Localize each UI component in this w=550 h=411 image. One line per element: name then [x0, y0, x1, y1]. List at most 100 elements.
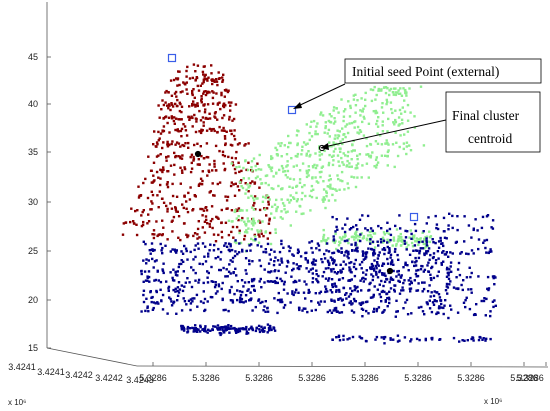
- data-point: [297, 265, 301, 268]
- data-point: [345, 123, 349, 126]
- data-point: [179, 129, 183, 133]
- x-tick-label: 5.3286: [245, 373, 273, 383]
- data-point: [394, 87, 397, 90]
- data-point: [183, 167, 187, 171]
- data-point: [310, 135, 314, 138]
- data-point: [151, 248, 154, 251]
- data-point: [223, 331, 226, 334]
- data-point: [333, 117, 336, 120]
- data-point: [364, 277, 367, 281]
- data-point: [289, 141, 292, 145]
- data-point: [166, 181, 169, 184]
- x-tick-label: 5.3286: [298, 373, 326, 383]
- data-point: [140, 272, 143, 276]
- data-point: [289, 224, 292, 227]
- data-point: [416, 249, 419, 252]
- data-point: [367, 247, 370, 250]
- data-point: [204, 260, 208, 263]
- data-point: [215, 169, 218, 172]
- data-point: [377, 116, 380, 119]
- data-point: [352, 297, 356, 301]
- data-point: [344, 223, 347, 226]
- data-point: [192, 103, 195, 106]
- data-point: [142, 300, 146, 304]
- data-point: [409, 276, 412, 280]
- data-point: [294, 154, 297, 158]
- data-point: [246, 217, 249, 220]
- data-point: [245, 325, 248, 329]
- data-point: [372, 254, 375, 257]
- data-point: [393, 290, 396, 293]
- data-point: [354, 243, 357, 247]
- data-point: [405, 298, 409, 302]
- data-point: [242, 166, 245, 170]
- data-point: [397, 124, 400, 127]
- data-point: [470, 271, 473, 275]
- data-point: [487, 288, 490, 292]
- data-point: [275, 198, 278, 202]
- data-point: [143, 270, 147, 273]
- data-point: [435, 223, 439, 226]
- data-point: [342, 303, 346, 307]
- data-point: [267, 200, 270, 203]
- data-point: [282, 306, 286, 309]
- data-point: [392, 263, 395, 266]
- data-point: [201, 262, 204, 266]
- data-point: [361, 214, 364, 217]
- data-point: [288, 201, 291, 204]
- data-point: [209, 329, 212, 332]
- data-point: [301, 145, 304, 148]
- data-point: [375, 309, 378, 313]
- data-point: [402, 242, 405, 245]
- data-point: [216, 290, 219, 293]
- data-point: [159, 242, 162, 246]
- data-point: [339, 297, 342, 300]
- data-point: [252, 224, 255, 227]
- data-point: [320, 153, 324, 156]
- data-point: [345, 297, 348, 300]
- data-point: [455, 287, 458, 290]
- data-point: [251, 169, 254, 172]
- data-point: [146, 222, 149, 225]
- data-point: [179, 118, 182, 121]
- data-point: [202, 73, 205, 76]
- data-point: [213, 285, 217, 289]
- data-point: [330, 278, 334, 281]
- data-point: [394, 315, 397, 318]
- data-point: [211, 90, 214, 93]
- data-point: [351, 335, 355, 339]
- data-point: [199, 145, 202, 148]
- data-point: [256, 244, 259, 247]
- data-point: [229, 245, 232, 248]
- seed-annotation-arrowhead: [293, 102, 302, 109]
- data-point: [387, 149, 390, 152]
- data-point: [230, 156, 234, 160]
- data-point: [445, 282, 449, 286]
- data-point: [229, 184, 233, 188]
- data-point: [202, 121, 205, 124]
- data-point: [152, 236, 156, 240]
- data-point: [280, 164, 284, 168]
- data-point: [204, 108, 207, 111]
- data-point: [291, 186, 294, 189]
- data-point: [177, 142, 181, 145]
- data-point: [150, 169, 153, 172]
- data-point: [211, 226, 214, 230]
- data-point: [360, 232, 363, 235]
- data-point: [166, 104, 169, 107]
- data-point: [378, 251, 381, 254]
- data-point: [152, 143, 155, 146]
- data-point: [384, 154, 387, 157]
- data-point: [261, 200, 265, 203]
- data-point: [324, 121, 327, 124]
- data-point: [305, 152, 308, 155]
- data-point: [270, 270, 273, 273]
- data-point: [176, 286, 180, 289]
- data-point: [385, 102, 388, 106]
- data-point: [258, 328, 261, 331]
- data-point: [165, 156, 168, 159]
- data-point: [374, 140, 378, 143]
- data-point: [393, 165, 396, 169]
- data-point: [212, 194, 215, 197]
- data-point: [389, 233, 393, 237]
